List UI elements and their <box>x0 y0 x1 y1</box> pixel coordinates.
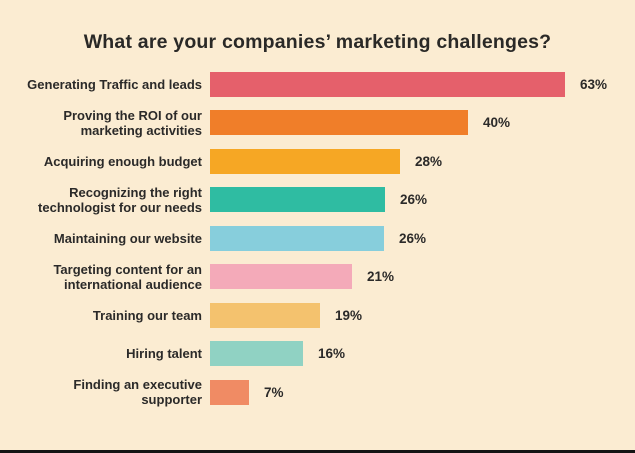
bar-value-label: 7% <box>264 384 284 400</box>
bar-value-label: 16% <box>318 346 346 362</box>
bar <box>210 71 565 97</box>
bar-value-label: 63% <box>580 76 608 92</box>
bar-value-label: 28% <box>415 153 443 169</box>
bar-category-label: Recognizing the right technologist for o… <box>38 184 202 215</box>
bar-area: 26% <box>210 225 427 251</box>
bar-area: 21% <box>210 264 395 290</box>
chart-row: Finding an executive supporter 7% <box>0 373 635 412</box>
bar <box>210 187 385 213</box>
bar-category-label: Hiring talent <box>126 346 202 362</box>
chart-row: Hiring talent 16% <box>0 335 635 374</box>
bar-category-label: Training our team <box>92 307 202 323</box>
bar-area: 28% <box>210 148 443 174</box>
chart-row: Training our team 19% <box>0 296 635 335</box>
bar <box>210 264 352 290</box>
chart-row: Proving the ROI of our marketing activit… <box>0 104 635 143</box>
bar-value-label: 21% <box>367 269 395 285</box>
bar <box>210 341 303 367</box>
bar <box>210 379 249 405</box>
bar-area: 7% <box>210 379 284 405</box>
bar-value-label: 26% <box>400 192 428 208</box>
bar-area: 63% <box>210 71 608 97</box>
chart-row: Maintaining our website 26% <box>0 219 635 258</box>
bar-area: 16% <box>210 341 346 367</box>
bar-category-label: Finding an executive supporter <box>73 377 202 408</box>
chart-row: Recognizing the right technologist for o… <box>0 181 635 220</box>
bar-value-label: 26% <box>399 230 427 246</box>
bar <box>210 110 468 136</box>
bar-category-label: Proving the ROI of our marketing activit… <box>63 107 202 138</box>
bar <box>210 302 320 328</box>
bar-category-label: Maintaining our website <box>53 230 202 246</box>
chart-title: What are your companies’ marketing chall… <box>83 31 552 53</box>
bar-area: 19% <box>210 302 363 328</box>
bar <box>210 148 400 174</box>
bar-value-label: 40% <box>483 115 511 131</box>
bar-area: 26% <box>210 187 428 213</box>
bar-category-label: Targeting content for an international a… <box>53 261 202 292</box>
bar-category-label: Generating Traffic and leads <box>27 76 202 92</box>
bar-area: 40% <box>210 110 511 136</box>
bar-value-label: 19% <box>335 307 363 323</box>
bar-category-label: Acquiring enough budget <box>43 153 202 169</box>
chart-row: Targeting content for an international a… <box>0 258 635 297</box>
chart-row: Generating Traffic and leads 63% <box>0 65 635 104</box>
bar <box>210 225 384 251</box>
chart-row: Acquiring enough budget 28% <box>0 142 635 181</box>
chart-rows: Generating Traffic and leads 63% Proving t… <box>0 65 635 412</box>
